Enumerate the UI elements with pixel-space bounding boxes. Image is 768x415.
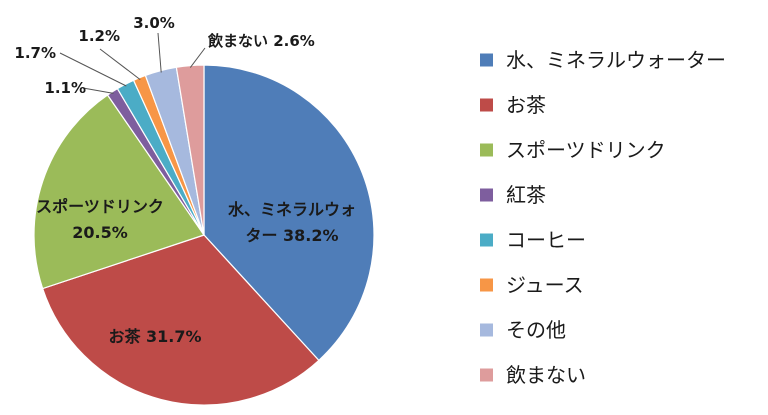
legend-swatch-3 (480, 143, 493, 157)
data-label-6: 1.2% (78, 27, 120, 45)
leader-lines (59, 32, 206, 94)
legend-label-8: 飲まない (506, 363, 586, 387)
leader-line-5 (59, 52, 127, 87)
data-labels: 水、ミネラルウォター 38.2% お茶 31.7% スポーツドリンク 20.5% 1.1… (14, 14, 356, 346)
pie-slice-3 (33, 94, 205, 290)
legend-label-1: 水、ミネラルウォーター (506, 48, 726, 72)
leader-line-7 (157, 32, 162, 73)
data-label-5: 1.7% (14, 44, 56, 62)
legend-swatch-2 (480, 98, 493, 112)
legend-swatch-5 (480, 233, 493, 247)
legend-label-4: 紅茶 (506, 183, 546, 207)
data-label-8: 飲まない 2.6% (207, 32, 315, 50)
pie-slice-2 (41, 234, 320, 406)
leader-line-6 (99, 48, 141, 80)
leader-line-4 (82, 87, 114, 94)
legend-swatch-8 (480, 368, 493, 382)
data-label-4: 1.1% (44, 79, 86, 97)
pie-slice-1 (203, 64, 375, 362)
legend-swatch-7 (480, 323, 493, 337)
data-label-2: お茶 31.7% (108, 327, 201, 346)
legend-swatch-6 (480, 278, 493, 292)
legend-label-2: お茶 (506, 93, 546, 117)
data-label-3: スポーツドリンク 20.5% (36, 197, 164, 242)
legend-label-3: スポーツドリンク (506, 138, 666, 162)
legend-label-7: その他 (506, 318, 566, 342)
legend-label-6: ジュース (506, 273, 584, 297)
data-label-7: 3.0% (133, 14, 175, 32)
legend-swatch-4 (480, 188, 493, 202)
legend-label-5: コーヒー (506, 228, 586, 252)
pie-slices (33, 64, 375, 406)
leader-line-8 (189, 47, 206, 68)
legend-swatch-1 (480, 53, 493, 67)
data-label-1: 水、ミネラルウォター 38.2% (228, 200, 356, 245)
pie-slice-8 (175, 64, 205, 236)
